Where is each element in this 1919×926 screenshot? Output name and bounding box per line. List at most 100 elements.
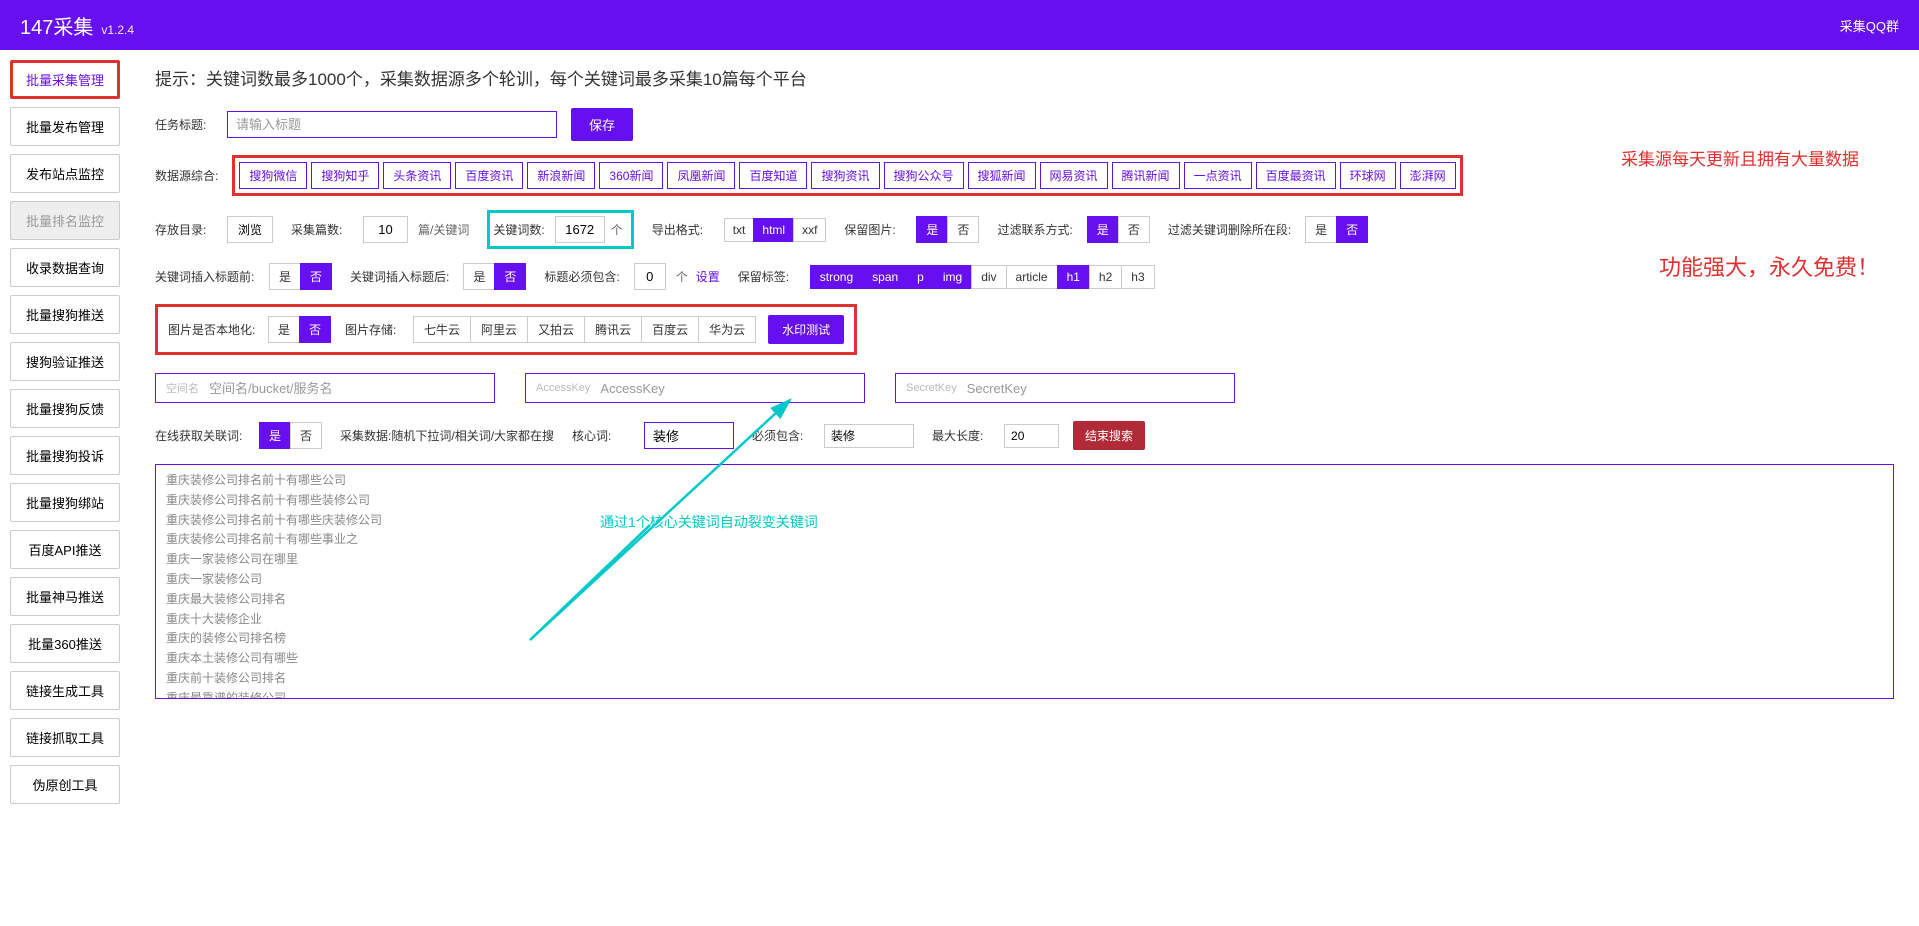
storage-3[interactable]: 腾讯云 [584, 316, 642, 343]
end-search-button[interactable]: 结束搜索 [1073, 421, 1145, 450]
tag-strong[interactable]: strong [810, 265, 863, 289]
sidebar-item-12[interactable]: 批量360推送 [10, 624, 120, 663]
kwcount-input[interactable] [555, 216, 605, 243]
source-tag-2[interactable]: 头条资讯 [383, 162, 451, 189]
tag-p[interactable]: p [907, 265, 934, 289]
sidebar-item-9[interactable]: 批量搜狗绑站 [10, 483, 120, 522]
tag-img[interactable]: img [933, 265, 972, 289]
result-line-1: 重庆装修公司排名前十有哪些装修公司 [166, 491, 1883, 511]
sidebar-item-13[interactable]: 链接生成工具 [10, 671, 120, 710]
qq-group-link[interactable]: 采集QQ群 [1840, 16, 1899, 35]
header: 147采集 v1.2.4 采集QQ群 [0, 0, 1919, 50]
maxlen-input[interactable] [1004, 424, 1059, 448]
sources-row: 数据源综合: 搜狗微信搜狗知乎头条资讯百度资讯新浪新闻360新闻凤凰新闻百度知道… [155, 155, 1894, 196]
tag-h2[interactable]: h2 [1089, 265, 1122, 289]
source-tag-15[interactable]: 环球网 [1340, 162, 1396, 189]
result-line-4: 重庆一家装修公司在哪里 [166, 550, 1883, 570]
tag-div[interactable]: div [971, 265, 1006, 289]
tag-span[interactable]: span [862, 265, 908, 289]
format-html[interactable]: html [753, 218, 794, 242]
results-box[interactable]: 重庆装修公司排名前十有哪些公司重庆装修公司排名前十有哪些装修公司重庆装修公司排名… [155, 464, 1894, 699]
storage-5[interactable]: 华为云 [698, 316, 756, 343]
count-input[interactable] [363, 216, 408, 243]
must-input[interactable] [824, 424, 914, 448]
source-tag-1[interactable]: 搜狗知乎 [311, 162, 379, 189]
source-tag-10[interactable]: 搜狐新闻 [968, 162, 1036, 189]
t-insbefore-yes[interactable]: 是 [269, 263, 300, 290]
t-saveimg-yes[interactable]: 是 [916, 216, 947, 243]
t-localize-no[interactable]: 否 [299, 316, 331, 343]
mustcontain-label: 标题必须包含: [544, 268, 619, 285]
source-tag-16[interactable]: 澎湃网 [1400, 162, 1456, 189]
source-tag-14[interactable]: 百度最资讯 [1256, 162, 1336, 189]
sidebar-item-10[interactable]: 百度API推送 [10, 530, 120, 569]
sidebar-item-4[interactable]: 收录数据查询 [10, 248, 120, 287]
mustcontain-input[interactable] [634, 263, 666, 290]
tag-h1[interactable]: h1 [1057, 265, 1090, 289]
sidebar-item-3[interactable]: 批量排名监控 [10, 201, 120, 240]
save-button[interactable]: 保存 [571, 108, 633, 141]
t-filterkw-yes[interactable]: 是 [1305, 216, 1336, 243]
source-tag-4[interactable]: 新浪新闻 [527, 162, 595, 189]
watermark-button[interactable]: 水印测试 [768, 315, 844, 344]
sidebar-item-5[interactable]: 批量搜狗推送 [10, 295, 120, 334]
source-tag-7[interactable]: 百度知道 [739, 162, 807, 189]
storage-2[interactable]: 又拍云 [527, 316, 585, 343]
storage-0[interactable]: 七牛云 [413, 316, 471, 343]
insafter-label: 关键词插入标题后: [350, 268, 449, 285]
sidebar-item-6[interactable]: 搜狗验证推送 [10, 342, 120, 381]
sidebar-item-1[interactable]: 批量发布管理 [10, 107, 120, 146]
t-filterkw-no[interactable]: 否 [1336, 216, 1368, 243]
source-tag-8[interactable]: 搜狗资讯 [811, 162, 879, 189]
sidebar-item-0[interactable]: 批量采集管理 [10, 60, 120, 99]
t-insafter-no[interactable]: 否 [494, 263, 526, 290]
contact-label: 过滤联系方式: [997, 221, 1072, 238]
result-line-5: 重庆一家装修公司 [166, 570, 1883, 590]
accesskey-lbl: AccessKey [536, 382, 590, 394]
tip-text: 提示：关键词数最多1000个，采集数据源多个轮训，每个关键词最多采集10篇每个平… [155, 65, 1894, 90]
source-tag-9[interactable]: 搜狗公众号 [884, 162, 964, 189]
source-tag-13[interactable]: 一点资讯 [1184, 162, 1252, 189]
t-saveimg-no[interactable]: 否 [947, 216, 979, 243]
sidebar-item-11[interactable]: 批量神马推送 [10, 577, 120, 616]
storage-label: 图片存储: [345, 321, 403, 338]
result-line-8: 重庆的装修公司排名榜 [166, 629, 1883, 649]
config-row-2: 关键词插入标题前: 是否 关键词插入标题后: 是否 标题必须包含: 个 设置 保… [155, 263, 1894, 290]
set-button[interactable]: 设置 [696, 268, 720, 285]
insafter-toggle: 是否 [463, 263, 526, 290]
source-tag-12[interactable]: 腾讯新闻 [1112, 162, 1180, 189]
browse-button[interactable]: 浏览 [227, 216, 273, 243]
sidebar-item-8[interactable]: 批量搜狗投诉 [10, 436, 120, 475]
core-input[interactable] [644, 422, 734, 449]
storage-4[interactable]: 百度云 [641, 316, 699, 343]
accesskey-input[interactable] [600, 381, 854, 396]
task-title-input[interactable] [227, 111, 557, 138]
secretkey-input[interactable] [967, 381, 1224, 396]
source-tag-5[interactable]: 360新闻 [599, 162, 663, 189]
t-online-yes[interactable]: 是 [259, 422, 290, 449]
tag-h3[interactable]: h3 [1121, 265, 1154, 289]
t-contact-no[interactable]: 否 [1118, 216, 1150, 243]
t-insafter-yes[interactable]: 是 [463, 263, 494, 290]
t-insbefore-no[interactable]: 否 [300, 263, 332, 290]
source-tag-6[interactable]: 凤凰新闻 [667, 162, 735, 189]
sidebar-item-14[interactable]: 链接抓取工具 [10, 718, 120, 757]
count-unit: 篇/关键词 [418, 221, 469, 238]
space-input-wrap: 空间名 [155, 373, 495, 403]
format-xxf[interactable]: xxf [793, 218, 826, 242]
sidebar-item-2[interactable]: 发布站点监控 [10, 154, 120, 193]
result-line-2: 重庆装修公司排名前十有哪些庆装修公司 [166, 511, 1883, 531]
sidebar-item-15[interactable]: 伪原创工具 [10, 765, 120, 804]
storage-1[interactable]: 阿里云 [470, 316, 528, 343]
tag-article[interactable]: article [1006, 265, 1058, 289]
t-online-no[interactable]: 否 [290, 422, 322, 449]
t-localize-yes[interactable]: 是 [268, 316, 299, 343]
sidebar-item-7[interactable]: 批量搜狗反馈 [10, 389, 120, 428]
format-txt[interactable]: txt [724, 218, 755, 242]
source-tag-11[interactable]: 网易资讯 [1040, 162, 1108, 189]
source-tag-3[interactable]: 百度资讯 [455, 162, 523, 189]
localize-toggle: 是否 [268, 316, 331, 343]
source-tag-0[interactable]: 搜狗微信 [239, 162, 307, 189]
space-input[interactable] [209, 381, 484, 396]
t-contact-yes[interactable]: 是 [1087, 216, 1118, 243]
